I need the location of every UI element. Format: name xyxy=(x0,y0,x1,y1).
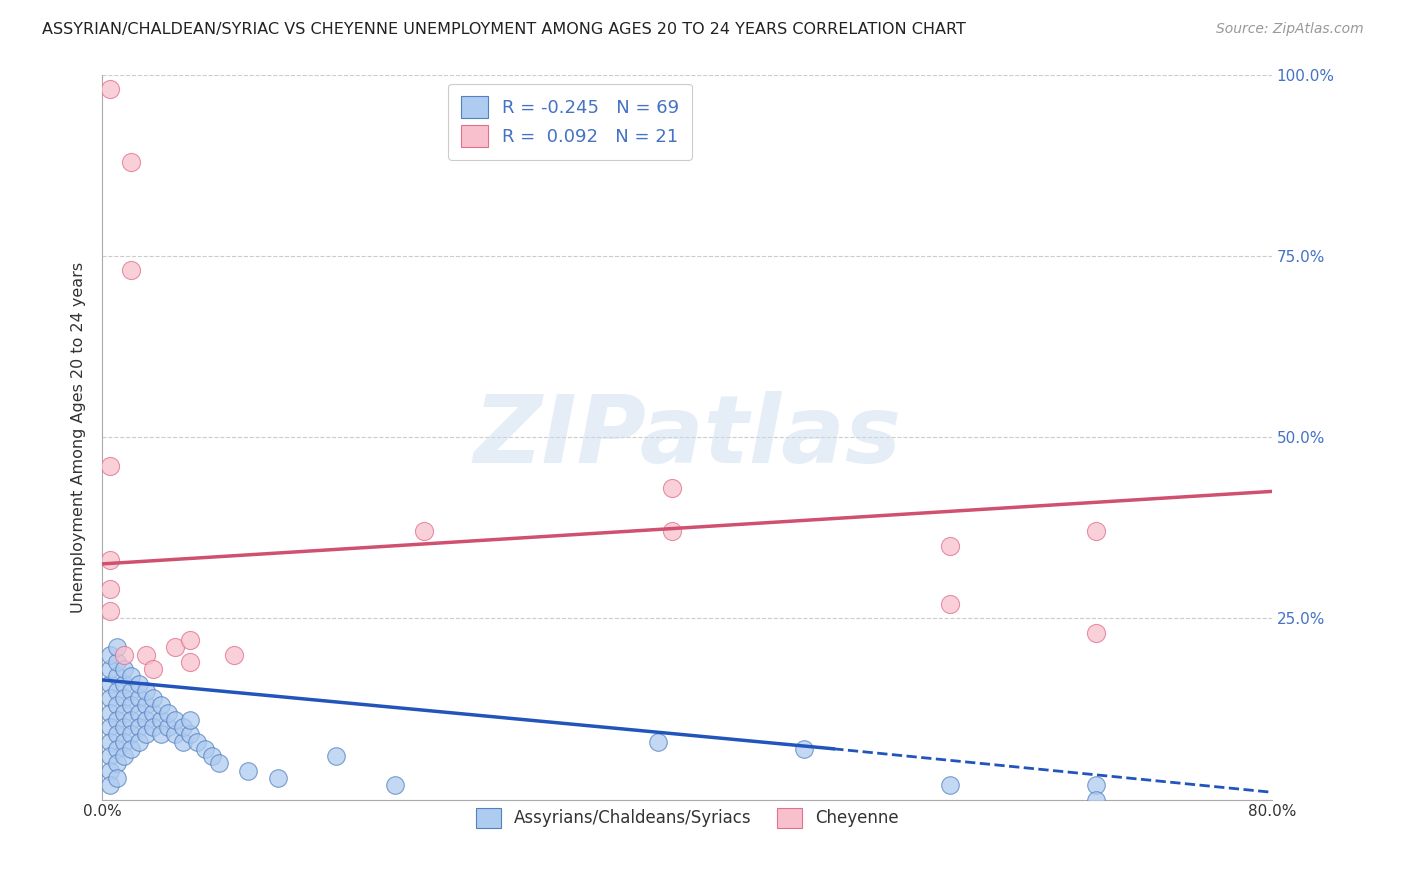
Point xyxy=(238,764,260,778)
Point xyxy=(105,669,128,683)
Point xyxy=(325,749,347,764)
Point xyxy=(98,582,121,597)
Point xyxy=(105,698,128,713)
Point xyxy=(120,263,142,277)
Point xyxy=(112,648,135,662)
Point xyxy=(661,481,683,495)
Point xyxy=(105,741,128,756)
Point xyxy=(939,778,962,792)
Point xyxy=(193,741,215,756)
Point xyxy=(98,676,121,690)
Point xyxy=(128,720,150,734)
Point xyxy=(179,713,201,727)
Point xyxy=(135,698,157,713)
Point xyxy=(172,734,194,748)
Point xyxy=(135,727,157,741)
Point xyxy=(142,662,165,676)
Point xyxy=(98,706,121,720)
Point xyxy=(98,764,121,778)
Point xyxy=(112,691,135,706)
Point xyxy=(98,778,121,792)
Point xyxy=(142,706,165,720)
Point xyxy=(120,154,142,169)
Point xyxy=(112,720,135,734)
Point xyxy=(156,720,179,734)
Point xyxy=(142,691,165,706)
Point xyxy=(120,698,142,713)
Point xyxy=(179,655,201,669)
Point xyxy=(128,676,150,690)
Point xyxy=(165,640,187,655)
Point xyxy=(98,720,121,734)
Text: Source: ZipAtlas.com: Source: ZipAtlas.com xyxy=(1216,22,1364,37)
Point xyxy=(98,691,121,706)
Point xyxy=(165,727,187,741)
Point xyxy=(105,756,128,771)
Point xyxy=(149,713,172,727)
Point xyxy=(186,734,208,748)
Point xyxy=(149,727,172,741)
Point xyxy=(98,662,121,676)
Point xyxy=(1085,778,1108,792)
Point xyxy=(105,713,128,727)
Point xyxy=(128,734,150,748)
Point xyxy=(149,698,172,713)
Point xyxy=(98,734,121,748)
Point xyxy=(201,749,224,764)
Point xyxy=(647,734,669,748)
Point xyxy=(120,713,142,727)
Point xyxy=(105,771,128,785)
Point xyxy=(384,778,406,792)
Point xyxy=(179,727,201,741)
Point xyxy=(98,458,121,473)
Point xyxy=(1085,625,1108,640)
Point xyxy=(939,539,962,553)
Point xyxy=(98,648,121,662)
Point xyxy=(135,683,157,698)
Legend: Assyrians/Chaldeans/Syriacs, Cheyenne: Assyrians/Chaldeans/Syriacs, Cheyenne xyxy=(470,801,905,835)
Point xyxy=(793,741,815,756)
Point xyxy=(98,82,121,96)
Y-axis label: Unemployment Among Ages 20 to 24 years: Unemployment Among Ages 20 to 24 years xyxy=(72,261,86,613)
Point xyxy=(135,713,157,727)
Point xyxy=(165,713,187,727)
Point xyxy=(98,553,121,567)
Text: ZIPatlas: ZIPatlas xyxy=(472,391,901,483)
Point xyxy=(105,655,128,669)
Point xyxy=(128,691,150,706)
Point xyxy=(120,727,142,741)
Point xyxy=(1085,792,1108,806)
Point xyxy=(172,720,194,734)
Point xyxy=(1085,524,1108,539)
Point xyxy=(179,633,201,648)
Point xyxy=(222,648,245,662)
Point xyxy=(156,706,179,720)
Point xyxy=(98,749,121,764)
Point xyxy=(112,749,135,764)
Point xyxy=(661,524,683,539)
Point xyxy=(120,683,142,698)
Point xyxy=(105,640,128,655)
Point xyxy=(120,669,142,683)
Point xyxy=(112,676,135,690)
Point xyxy=(412,524,434,539)
Point xyxy=(112,706,135,720)
Text: ASSYRIAN/CHALDEAN/SYRIAC VS CHEYENNE UNEMPLOYMENT AMONG AGES 20 TO 24 YEARS CORR: ASSYRIAN/CHALDEAN/SYRIAC VS CHEYENNE UNE… xyxy=(42,22,966,37)
Point xyxy=(105,683,128,698)
Point xyxy=(266,771,288,785)
Point xyxy=(105,727,128,741)
Point xyxy=(112,734,135,748)
Point xyxy=(142,720,165,734)
Point xyxy=(135,648,157,662)
Point xyxy=(98,604,121,618)
Point xyxy=(120,741,142,756)
Point xyxy=(939,597,962,611)
Point xyxy=(128,706,150,720)
Point xyxy=(112,662,135,676)
Point xyxy=(208,756,231,771)
